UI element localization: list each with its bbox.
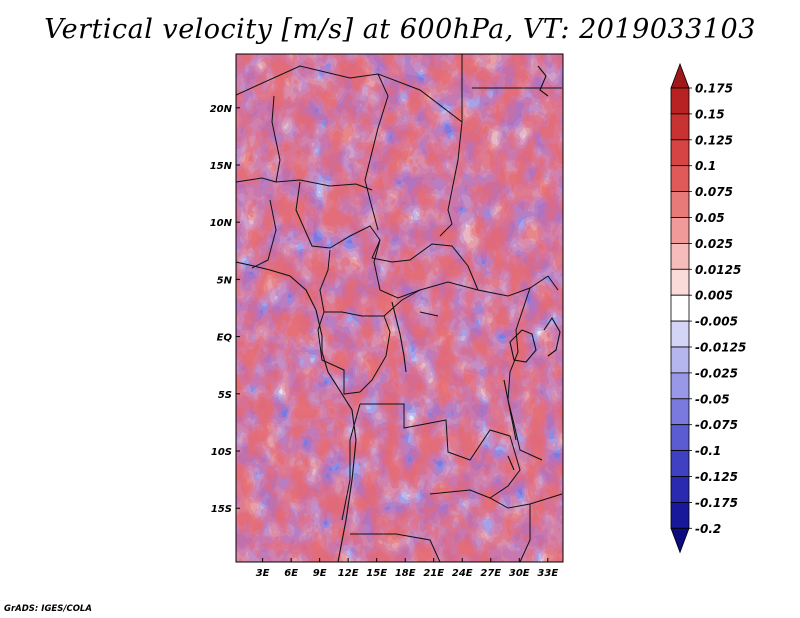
colorbar-swatch	[670, 191, 690, 218]
y-tick-label: 20N	[210, 104, 233, 115]
colorbar-arrow-bottom	[670, 527, 690, 554]
colorbar-label: 0.05	[695, 211, 725, 225]
colorbar-swatch	[670, 398, 690, 426]
colorbar-label: 0.175	[695, 82, 733, 96]
colorbar-swatch	[670, 139, 690, 167]
colorbar-label: -0.0125	[695, 341, 746, 355]
colorbar-label: -0.2	[695, 522, 721, 536]
chart-title: Vertical velocity [m/s] at 600hPa, VT: 2…	[44, 14, 756, 45]
credit-text: GrADS: IGES/COLA	[4, 604, 92, 614]
colorbar-label: -0.125	[695, 470, 738, 484]
coastlines	[236, 65, 561, 562]
x-tick-label: 12E	[338, 568, 359, 579]
colorbar-label: -0.025	[695, 366, 738, 380]
colorbar-swatch	[670, 346, 690, 374]
colorbar-label: 0.025	[695, 237, 733, 251]
y-tick-label: 10S	[211, 447, 232, 458]
colorbar-label: 0.0125	[695, 263, 741, 277]
colorbar-arrow-top	[670, 62, 690, 89]
colorbar-label: -0.075	[695, 418, 738, 432]
y-tick-label: 5N	[217, 275, 233, 286]
colorbar-swatch	[670, 372, 690, 400]
y-tick-label: 15N	[210, 161, 233, 172]
colorbar-swatch	[670, 113, 690, 141]
colorbar-label: -0.005	[695, 315, 738, 329]
colorbar-label: 0.15	[695, 107, 725, 121]
colorbar-swatch	[670, 476, 690, 503]
x-tick-label: 21E	[423, 568, 444, 579]
colorbar-label: 0.1	[695, 159, 716, 173]
y-tick-label: 5S	[218, 390, 232, 401]
vertical-velocity-field	[236, 54, 563, 562]
x-tick-label: 18E	[395, 568, 416, 579]
y-tick-label: 10N	[210, 218, 233, 229]
colorbar-swatch	[670, 294, 690, 322]
colorbar-label: 0.005	[695, 289, 733, 303]
colorbar-label: 0.125	[695, 133, 733, 147]
x-tick-label: 27E	[480, 568, 501, 579]
colorbar: 0.175 0.15 0.125 0.1 0.075 0.05 0.025 0.0125 0.0…	[670, 62, 746, 554]
country-borders	[236, 54, 563, 562]
colorbar-swatch	[670, 450, 690, 477]
x-tick-label: 33E	[537, 568, 558, 579]
x-tick-label: 30E	[509, 568, 530, 579]
colorbar-swatch	[670, 501, 690, 529]
x-axis: 3E 6E 9E 12E 15E 18E 21E 24E 27E 30E 33E	[256, 558, 558, 579]
colorbar-swatch	[670, 320, 690, 348]
colorbar-label: -0.175	[695, 496, 738, 510]
colorbar-label: -0.05	[695, 392, 730, 406]
colorbar-swatch	[670, 424, 690, 452]
x-tick-label: 15E	[366, 568, 387, 579]
colorbar-label: 0.075	[695, 185, 733, 199]
y-tick-label: EQ	[217, 333, 233, 344]
x-tick-label: 6E	[284, 568, 298, 579]
colorbar-label: -0.1	[695, 444, 721, 458]
plot-frame	[235, 53, 564, 563]
colorbar-swatch	[670, 165, 690, 192]
y-axis: 20N 15N 10N 5N EQ 5S 10S 15S	[210, 104, 240, 515]
x-tick-label: 3E	[256, 568, 270, 579]
y-tick-label: 15S	[211, 504, 232, 515]
colorbar-swatch	[670, 268, 690, 296]
colorbar-swatch	[670, 242, 690, 270]
colorbar-swatch	[670, 87, 690, 115]
x-tick-label: 9E	[313, 568, 327, 579]
x-tick-label: 24E	[452, 568, 473, 579]
colorbar-swatch	[670, 217, 690, 244]
